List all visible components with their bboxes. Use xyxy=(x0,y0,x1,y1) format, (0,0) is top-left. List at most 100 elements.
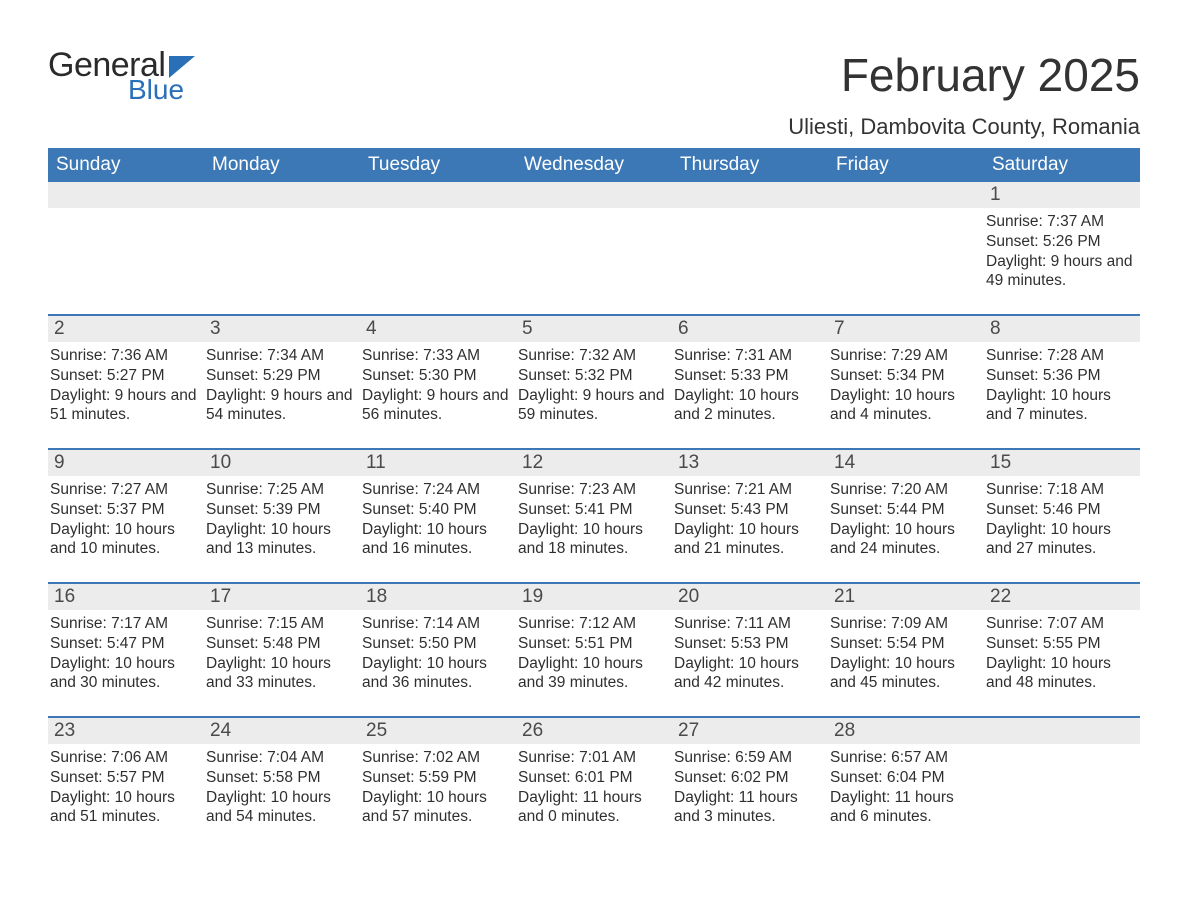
day-content-line: Sunset: 5:27 PM xyxy=(50,366,200,386)
day-number: 27 xyxy=(672,718,828,744)
day-number xyxy=(516,182,672,208)
day-content-line: Sunset: 5:46 PM xyxy=(986,500,1136,520)
day-number xyxy=(984,718,1140,744)
day-number: 2 xyxy=(48,316,204,342)
calendar-cell xyxy=(672,182,828,300)
weeks-container: 1Sunrise: 7:37 AMSunset: 5:26 PMDaylight… xyxy=(48,182,1140,836)
day-content-line: Sunrise: 7:29 AM xyxy=(830,346,980,366)
day-content-line: Sunrise: 7:06 AM xyxy=(50,748,200,768)
day-content-line: Daylight: 10 hours and 4 minutes. xyxy=(830,386,980,426)
day-content-line: Daylight: 10 hours and 51 minutes. xyxy=(50,788,200,828)
day-content: Sunrise: 7:20 AMSunset: 5:44 PMDaylight:… xyxy=(828,476,984,563)
day-content-line: Sunset: 5:48 PM xyxy=(206,634,356,654)
day-content: Sunrise: 7:12 AMSunset: 5:51 PMDaylight:… xyxy=(516,610,672,697)
calendar-cell xyxy=(204,182,360,300)
calendar-cell: 11Sunrise: 7:24 AMSunset: 5:40 PMDayligh… xyxy=(360,450,516,568)
day-content: Sunrise: 7:25 AMSunset: 5:39 PMDaylight:… xyxy=(204,476,360,563)
day-content-line: Sunrise: 7:28 AM xyxy=(986,346,1136,366)
day-number: 17 xyxy=(204,584,360,610)
day-content-line: Daylight: 9 hours and 49 minutes. xyxy=(986,252,1136,292)
calendar-cell: 20Sunrise: 7:11 AMSunset: 5:53 PMDayligh… xyxy=(672,584,828,702)
day-content: Sunrise: 7:32 AMSunset: 5:32 PMDaylight:… xyxy=(516,342,672,429)
day-content-line: Daylight: 10 hours and 39 minutes. xyxy=(518,654,668,694)
calendar-week: 9Sunrise: 7:27 AMSunset: 5:37 PMDaylight… xyxy=(48,448,1140,568)
weekday-header: Wednesday xyxy=(516,148,672,182)
day-number xyxy=(48,182,204,208)
day-content-line: Sunset: 5:44 PM xyxy=(830,500,980,520)
day-content-line: Daylight: 10 hours and 13 minutes. xyxy=(206,520,356,560)
calendar-cell: 10Sunrise: 7:25 AMSunset: 5:39 PMDayligh… xyxy=(204,450,360,568)
day-content: Sunrise: 7:29 AMSunset: 5:34 PMDaylight:… xyxy=(828,342,984,429)
day-content-line: Sunrise: 7:14 AM xyxy=(362,614,512,634)
day-content-line: Sunrise: 7:02 AM xyxy=(362,748,512,768)
day-content: Sunrise: 7:11 AMSunset: 5:53 PMDaylight:… xyxy=(672,610,828,697)
day-content: Sunrise: 7:21 AMSunset: 5:43 PMDaylight:… xyxy=(672,476,828,563)
calendar-cell: 15Sunrise: 7:18 AMSunset: 5:46 PMDayligh… xyxy=(984,450,1140,568)
day-content: Sunrise: 7:15 AMSunset: 5:48 PMDaylight:… xyxy=(204,610,360,697)
day-content-line: Sunrise: 7:07 AM xyxy=(986,614,1136,634)
day-content: Sunrise: 7:18 AMSunset: 5:46 PMDaylight:… xyxy=(984,476,1140,563)
day-content-line: Sunrise: 7:37 AM xyxy=(986,212,1136,232)
day-content-line: Sunset: 6:01 PM xyxy=(518,768,668,788)
day-content-line: Daylight: 10 hours and 45 minutes. xyxy=(830,654,980,694)
calendar-week: 2Sunrise: 7:36 AMSunset: 5:27 PMDaylight… xyxy=(48,314,1140,434)
calendar-cell xyxy=(828,182,984,300)
day-content-line: Sunset: 5:37 PM xyxy=(50,500,200,520)
day-content-line: Sunrise: 7:12 AM xyxy=(518,614,668,634)
day-content-line: Daylight: 9 hours and 54 minutes. xyxy=(206,386,356,426)
day-content-line: Sunset: 5:34 PM xyxy=(830,366,980,386)
day-content-line: Daylight: 10 hours and 30 minutes. xyxy=(50,654,200,694)
day-content-line: Sunset: 5:36 PM xyxy=(986,366,1136,386)
day-number: 6 xyxy=(672,316,828,342)
day-content-line: Sunset: 5:29 PM xyxy=(206,366,356,386)
day-content-line: Daylight: 10 hours and 18 minutes. xyxy=(518,520,668,560)
day-content: Sunrise: 7:27 AMSunset: 5:37 PMDaylight:… xyxy=(48,476,204,563)
calendar-cell: 23Sunrise: 7:06 AMSunset: 5:57 PMDayligh… xyxy=(48,718,204,836)
day-content: Sunrise: 7:06 AMSunset: 5:57 PMDaylight:… xyxy=(48,744,204,831)
day-number: 22 xyxy=(984,584,1140,610)
day-content-line: Sunset: 5:32 PM xyxy=(518,366,668,386)
day-number: 19 xyxy=(516,584,672,610)
day-content-line: Sunset: 5:39 PM xyxy=(206,500,356,520)
day-content-line: Sunset: 5:57 PM xyxy=(50,768,200,788)
day-content-line: Sunrise: 7:33 AM xyxy=(362,346,512,366)
day-content-line: Sunrise: 7:36 AM xyxy=(50,346,200,366)
day-content-line: Sunrise: 7:23 AM xyxy=(518,480,668,500)
day-number xyxy=(204,182,360,208)
day-content-line: Daylight: 10 hours and 2 minutes. xyxy=(674,386,824,426)
day-content-line: Sunset: 6:04 PM xyxy=(830,768,980,788)
calendar-cell: 21Sunrise: 7:09 AMSunset: 5:54 PMDayligh… xyxy=(828,584,984,702)
title-block: February 2025 Uliesti, Dambovita County,… xyxy=(788,48,1140,140)
calendar-cell xyxy=(48,182,204,300)
day-number: 10 xyxy=(204,450,360,476)
day-number: 21 xyxy=(828,584,984,610)
calendar-cell: 17Sunrise: 7:15 AMSunset: 5:48 PMDayligh… xyxy=(204,584,360,702)
day-content: Sunrise: 7:33 AMSunset: 5:30 PMDaylight:… xyxy=(360,342,516,429)
weekday-header: Tuesday xyxy=(360,148,516,182)
day-content: Sunrise: 7:36 AMSunset: 5:27 PMDaylight:… xyxy=(48,342,204,429)
month-title: February 2025 xyxy=(788,48,1140,102)
day-content-line: Daylight: 10 hours and 54 minutes. xyxy=(206,788,356,828)
calendar-cell: 1Sunrise: 7:37 AMSunset: 5:26 PMDaylight… xyxy=(984,182,1140,300)
day-number: 4 xyxy=(360,316,516,342)
day-content-line: Daylight: 10 hours and 7 minutes. xyxy=(986,386,1136,426)
day-content-line: Sunset: 5:33 PM xyxy=(674,366,824,386)
calendar-cell: 18Sunrise: 7:14 AMSunset: 5:50 PMDayligh… xyxy=(360,584,516,702)
calendar-week: 1Sunrise: 7:37 AMSunset: 5:26 PMDaylight… xyxy=(48,182,1140,300)
calendar: Sunday Monday Tuesday Wednesday Thursday… xyxy=(48,148,1140,836)
day-content-line: Daylight: 10 hours and 21 minutes. xyxy=(674,520,824,560)
day-number: 16 xyxy=(48,584,204,610)
calendar-cell xyxy=(984,718,1140,836)
day-content-line: Sunrise: 7:27 AM xyxy=(50,480,200,500)
day-content-line: Daylight: 11 hours and 0 minutes. xyxy=(518,788,668,828)
calendar-cell: 4Sunrise: 7:33 AMSunset: 5:30 PMDaylight… xyxy=(360,316,516,434)
day-number: 20 xyxy=(672,584,828,610)
logo-text-blue: Blue xyxy=(128,76,195,104)
day-number xyxy=(360,182,516,208)
calendar-cell: 8Sunrise: 7:28 AMSunset: 5:36 PMDaylight… xyxy=(984,316,1140,434)
day-content: Sunrise: 7:07 AMSunset: 5:55 PMDaylight:… xyxy=(984,610,1140,697)
day-content: Sunrise: 7:23 AMSunset: 5:41 PMDaylight:… xyxy=(516,476,672,563)
day-number: 11 xyxy=(360,450,516,476)
calendar-cell: 7Sunrise: 7:29 AMSunset: 5:34 PMDaylight… xyxy=(828,316,984,434)
day-content-line: Sunset: 5:40 PM xyxy=(362,500,512,520)
